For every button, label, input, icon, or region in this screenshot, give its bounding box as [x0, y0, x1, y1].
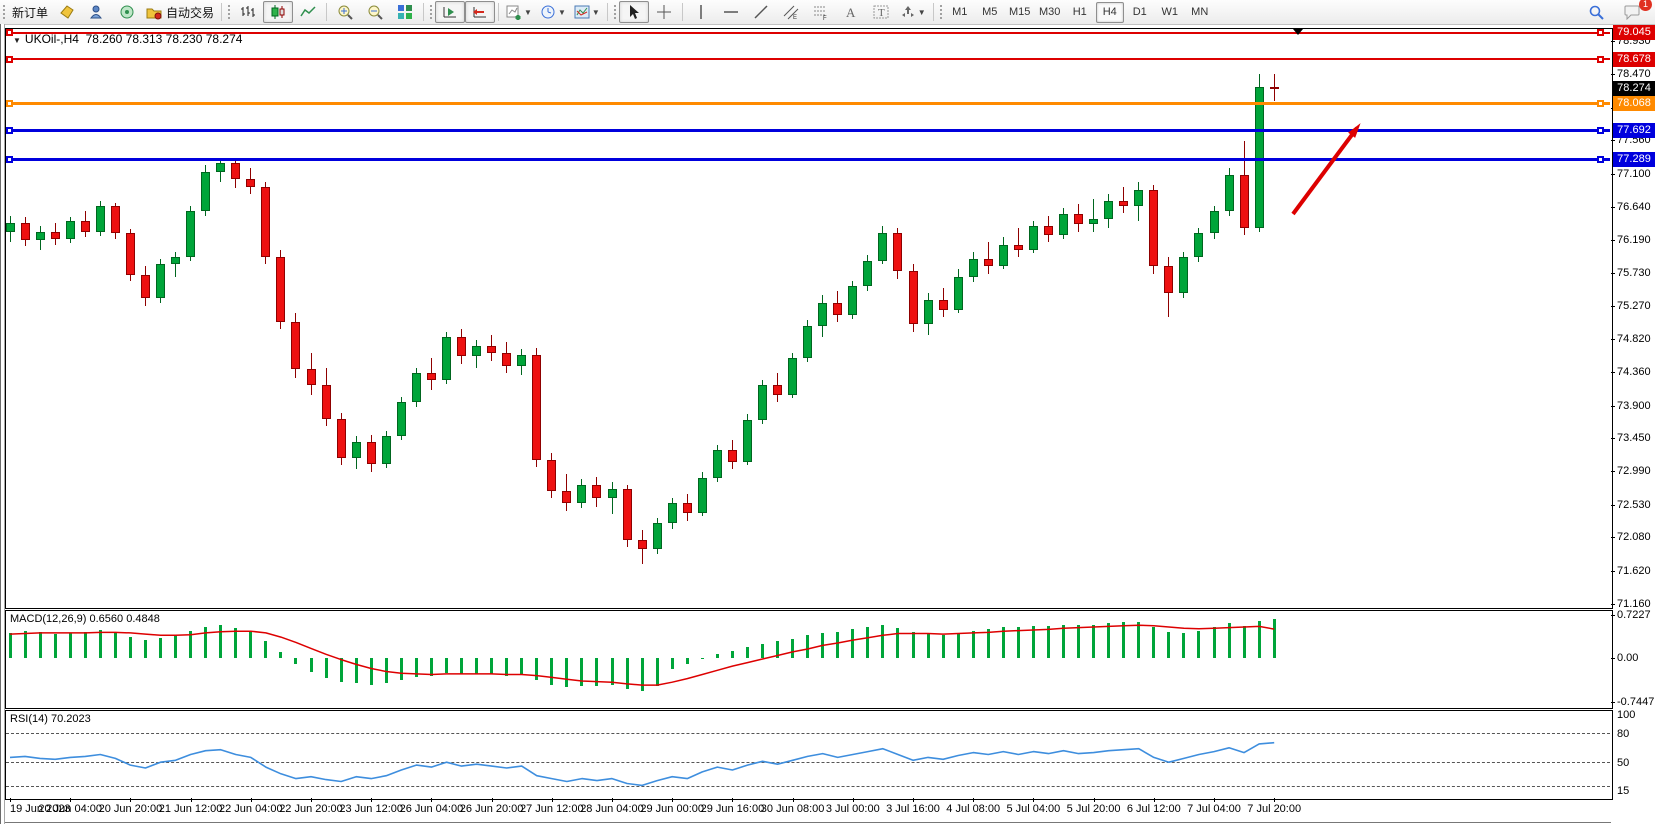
text-icon[interactable]: A [836, 1, 866, 23]
profile-icon[interactable] [82, 1, 112, 23]
ohlc-values: 78.260 78.313 78.230 78.274 [85, 32, 243, 46]
chart-title[interactable]: ▼ UKOil-,H4 78.260 78.313 78.230 78.274 [13, 32, 242, 46]
timeframe-button-M15[interactable]: M15 [1009, 6, 1031, 18]
rsi-pane [5, 710, 1613, 800]
market-watch-icon[interactable] [52, 1, 82, 23]
toolbar-drag-handle [2, 4, 6, 20]
price-tick-label: 72.080 [1617, 531, 1651, 544]
timeframe-button-H1[interactable]: H1 [1072, 6, 1087, 18]
price-tick-label: 72.990 [1617, 465, 1651, 478]
svg-text:F: F [823, 16, 827, 20]
chevron-down-icon: ▼ [13, 36, 21, 45]
price-line-badge: 78.678 [1613, 51, 1655, 67]
rsi-label: RSI(14) 70.2023 [10, 713, 91, 725]
chevron-down-icon: ▼ [591, 7, 600, 17]
new-order-button[interactable]: 新订单 [8, 1, 52, 23]
timeframe-button-M5[interactable]: M5 [982, 6, 998, 18]
svg-text:A: A [846, 5, 856, 20]
template-button[interactable]: ▼ [570, 1, 604, 23]
price-line-badge: 77.289 [1613, 152, 1655, 168]
price-tick-label: 71.160 [1617, 598, 1651, 611]
price-tick-label: 73.900 [1617, 399, 1651, 412]
price-tick-label: 75.730 [1617, 266, 1651, 279]
price-tick-label: 78.470 [1617, 68, 1651, 81]
auto-trading-label: 自动交易 [166, 5, 215, 20]
line-chart-icon[interactable] [293, 1, 323, 23]
search-icon[interactable] [1581, 1, 1611, 23]
symbol-label: UKOil-,H4 [24, 32, 79, 46]
price-tick-label: 77.560 [1617, 134, 1651, 147]
rsi-scale-label: 50 [1617, 757, 1630, 770]
price-line-badge: 78.068 [1613, 96, 1655, 111]
rsi-scale-label: 100 [1617, 709, 1636, 721]
fibonacci-icon[interactable]: F [806, 1, 836, 23]
trendline-icon[interactable] [746, 1, 776, 23]
macd-scale-label: 0.7227 [1617, 609, 1651, 621]
time-axis[interactable] [5, 798, 1611, 823]
notification-badge: 1 [1639, 0, 1652, 11]
auto-trading-button[interactable]: 自动交易 [142, 1, 218, 23]
arrows-button[interactable]: ▼ [896, 1, 930, 23]
price-tick-label: 78.010 [1617, 101, 1651, 114]
crosshair-icon[interactable] [649, 1, 679, 23]
price-chart-pane [5, 28, 1613, 609]
horizontal-line-icon[interactable] [716, 1, 746, 23]
chart-shift-icon[interactable] [465, 1, 496, 23]
timeframe-button-H4[interactable]: H4 [1095, 1, 1124, 23]
cursor-icon[interactable] [618, 1, 649, 23]
rsi-scale-label: 80 [1617, 728, 1630, 741]
channel-icon[interactable]: E [776, 1, 806, 23]
timeframe-button-M1[interactable]: M1 [952, 6, 968, 18]
price-tick-label: 74.360 [1617, 366, 1651, 379]
price-tick-label: 75.270 [1617, 300, 1651, 313]
tile-windows-icon[interactable] [390, 1, 420, 23]
chevron-down-icon: ▼ [557, 7, 566, 17]
svg-text:T: T [878, 7, 885, 19]
timeframe-button-W1[interactable]: W1 [1161, 6, 1178, 18]
macd-scale-label: 0.00 [1617, 651, 1639, 664]
window-edge [0, 24, 5, 824]
zoom-in-icon[interactable] [330, 1, 360, 23]
current-price-badge: 78.274 [1613, 81, 1655, 97]
price-line-badge: 79.045 [1613, 25, 1655, 41]
timeframe-button-D1[interactable]: D1 [1132, 6, 1147, 18]
candlestick-icon[interactable] [263, 1, 294, 23]
timeframe-button-M30[interactable]: M30 [1039, 6, 1061, 18]
macd-label: MACD(12,26,9) 0.6560 0.4848 [10, 613, 160, 625]
bar-chart-icon[interactable] [233, 1, 263, 23]
macd-pane [5, 610, 1613, 709]
new-order-label: 新订单 [12, 5, 49, 20]
timeframe-button-MN[interactable]: MN [1191, 6, 1209, 18]
vertical-line-icon[interactable] [686, 1, 716, 23]
chat-icon[interactable]: 1 [1617, 0, 1652, 23]
chart-shift-marker[interactable] [1293, 29, 1303, 35]
price-tick-label: 72.530 [1617, 498, 1651, 511]
timeframe-group: M1 M5 M15 M30 H1 H4 D1 W1 MN [945, 1, 1215, 23]
label-icon[interactable]: T [866, 1, 896, 23]
period-button[interactable]: ▼ [536, 1, 570, 23]
chevron-down-icon: ▼ [917, 7, 926, 17]
price-tick-label: 78.930 [1617, 35, 1651, 48]
price-tick-label: 77.100 [1617, 167, 1651, 180]
zoom-out-icon[interactable] [360, 1, 390, 23]
macd-scale-label: -0.7447 [1617, 696, 1655, 708]
svg-text:E: E [793, 15, 797, 20]
price-tick-label: 73.450 [1617, 432, 1651, 445]
auto-scroll-icon[interactable] [435, 1, 466, 23]
add-indicator-button[interactable]: ▼ [502, 1, 536, 23]
toolbar: 新订单 自动交易 [0, 0, 1655, 25]
price-tick-label: 76.190 [1617, 233, 1651, 246]
signal-icon[interactable] [112, 1, 142, 23]
price-tick-label: 76.640 [1617, 200, 1651, 213]
price-line-badge: 77.692 [1613, 123, 1655, 139]
rsi-scale-label: 15 [1617, 785, 1630, 797]
price-tick-label: 71.620 [1617, 564, 1651, 577]
chevron-down-icon: ▼ [524, 7, 532, 17]
price-tick-label: 74.820 [1617, 332, 1651, 345]
